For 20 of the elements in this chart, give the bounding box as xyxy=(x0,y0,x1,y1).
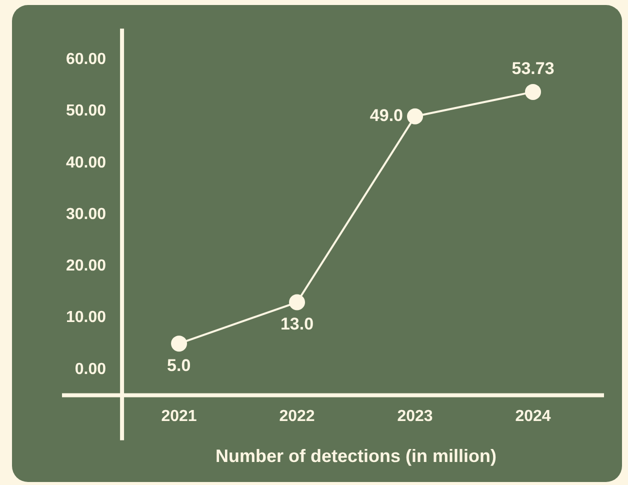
point xyxy=(407,108,424,124)
data-label: 13.0 xyxy=(280,314,314,334)
data-label: 53.73 xyxy=(512,59,554,78)
y-tick-label: 30.00 xyxy=(66,206,106,223)
x-tick-label: 2024 xyxy=(515,408,551,426)
point xyxy=(525,84,542,100)
x-tick-label: 2022 xyxy=(279,408,315,426)
x-tick-label: 2023 xyxy=(397,408,433,426)
data-label: 5.0 xyxy=(167,356,191,375)
point xyxy=(171,336,188,352)
y-tick-label: 60.00 xyxy=(66,50,106,68)
y-tick-label: 40.00 xyxy=(66,154,106,172)
y-tick-label: 50.00 xyxy=(66,102,106,120)
y-tick-label: 20.00 xyxy=(66,258,106,275)
data-label: 49.0 xyxy=(370,106,404,126)
point xyxy=(289,294,306,310)
x-axis-title: Number of detections (in million) xyxy=(216,446,497,466)
x-tick-label: 2021 xyxy=(161,408,197,426)
y-tick-label: 0.00 xyxy=(74,360,106,378)
y-tick-label: 10.00 xyxy=(66,309,106,326)
